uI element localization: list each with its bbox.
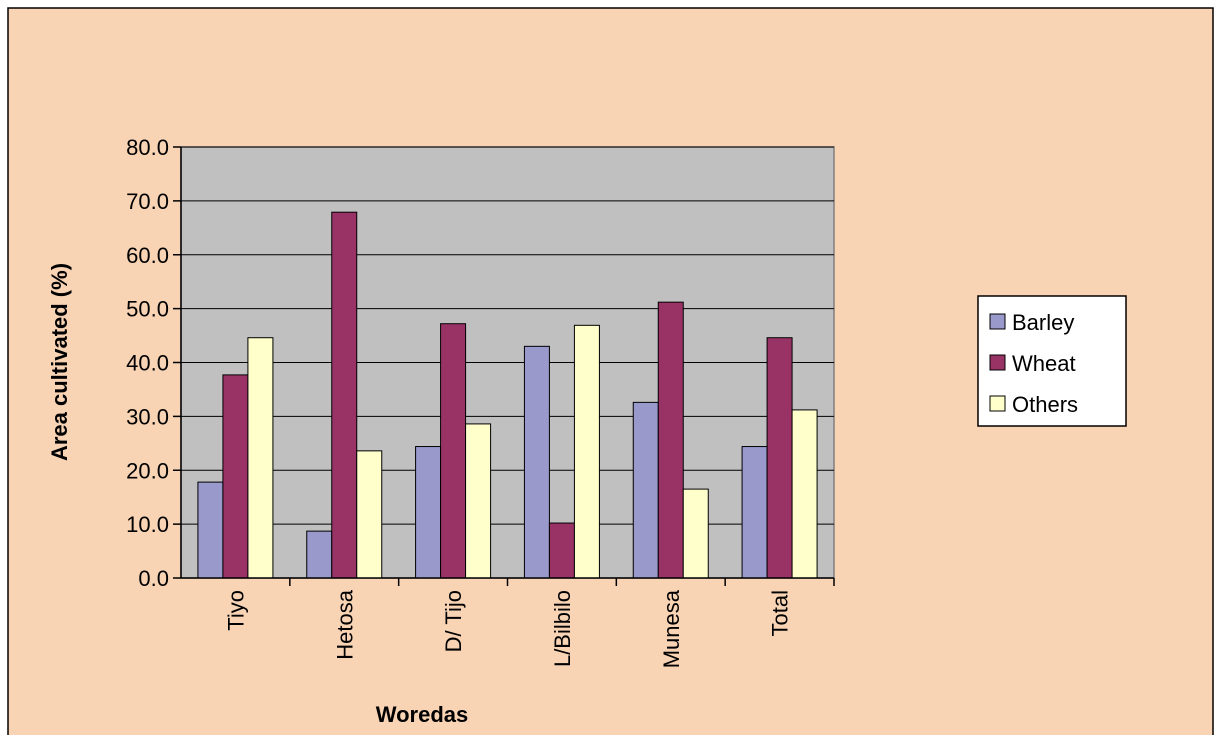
- legend-swatch-others: [989, 395, 1006, 412]
- bar-others-munesa: [682, 488, 709, 579]
- legend-swatch-barley: [989, 313, 1006, 330]
- bar-others-tiyo: [247, 337, 274, 579]
- bars: [197, 211, 818, 579]
- x-tick-label: D/ Tijo: [441, 590, 466, 652]
- bar-wheat-total: [766, 337, 793, 579]
- legend: Barley Wheat Others: [977, 295, 1127, 427]
- bar-others-total: [791, 409, 818, 579]
- x-tick-label: Hetosa: [332, 589, 357, 659]
- bar-barley-d-tijo: [415, 446, 442, 579]
- bar-others-d-tijo: [465, 423, 492, 579]
- y-tick-label: 40.0: [126, 351, 169, 376]
- y-tick-label: 20.0: [126, 458, 169, 483]
- y-tick-label: 60.0: [126, 243, 169, 268]
- bar-wheat-d-tijo: [440, 323, 467, 579]
- bar-wheat-l-bilbilo: [548, 522, 575, 579]
- x-axis-title: Woredas: [376, 702, 469, 727]
- y-tick-labels: 0.0 10.0 20.0 30.0 40.0 50.0 60.0 70.0 80.0: [126, 135, 169, 591]
- bar-barley-total: [741, 446, 768, 579]
- x-tick-label: Total: [768, 590, 793, 636]
- bar-barley-tiyo: [197, 481, 224, 579]
- bar-wheat-hetosa: [331, 211, 358, 579]
- x-tick-label: Tiyo: [223, 590, 248, 631]
- bar-others-hetosa: [356, 450, 383, 579]
- legend-swatch-wheat: [989, 354, 1006, 371]
- bar-wheat-munesa: [657, 301, 684, 579]
- axes: [173, 146, 835, 586]
- y-axis-title: Area cultivated (%): [47, 263, 72, 461]
- bar-barley-munesa: [632, 401, 659, 579]
- bar-wheat-tiyo: [222, 374, 249, 579]
- gridlines: [181, 146, 834, 525]
- legend-label-others: Others: [1012, 392, 1078, 417]
- y-tick-label: 30.0: [126, 404, 169, 429]
- legend-label-wheat: Wheat: [1012, 351, 1076, 376]
- legend-items: Barley Wheat Others: [989, 310, 1078, 417]
- bar-barley-l-bilbilo: [523, 345, 550, 579]
- y-tick-label: 0.0: [138, 566, 169, 591]
- x-tick-label: L/Bilbilo: [550, 590, 575, 667]
- x-tick-labels: Tiyo Hetosa D/ Tijo L/Bilbilo Munesa Total: [223, 589, 792, 668]
- legend-label-barley: Barley: [1012, 310, 1074, 335]
- x-tick-label: Munesa: [659, 589, 684, 668]
- y-tick-label: 70.0: [126, 189, 169, 214]
- y-tick-label: 80.0: [126, 135, 169, 160]
- bar-barley-hetosa: [306, 530, 333, 579]
- y-tick-label: 50.0: [126, 297, 169, 322]
- bar-others-l-bilbilo: [573, 324, 600, 579]
- y-tick-label: 10.0: [126, 512, 169, 537]
